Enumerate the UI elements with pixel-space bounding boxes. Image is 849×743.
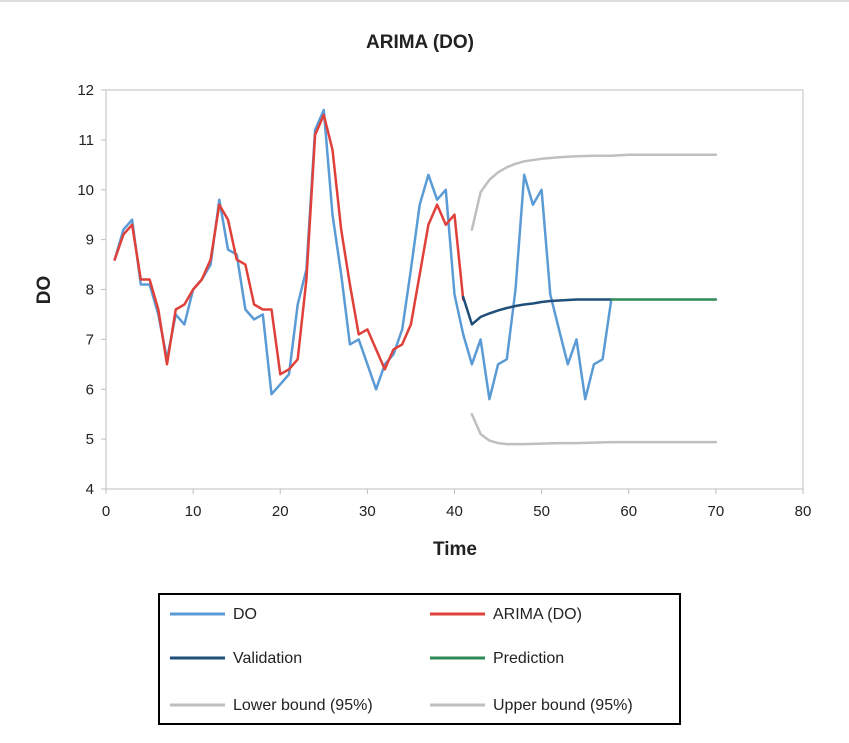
y-tick-label: 8 — [86, 282, 94, 299]
y-tick-marks — [101, 89, 106, 490]
y-tick-label: 7 — [86, 331, 94, 348]
legend-label-arima-do: ARIMA (DO) — [493, 606, 582, 623]
y-tick-label: 5 — [86, 431, 94, 448]
x-tick-label: 70 — [708, 503, 725, 520]
x-tick-label: 10 — [185, 503, 202, 520]
x-tick-label: 40 — [446, 503, 463, 520]
series-layer — [113, 108, 718, 446]
legend-label-lower-bound-95: Lower bound (95%) — [233, 697, 373, 714]
series-line-lower-bound-95 — [470, 412, 718, 446]
legend-label-validation: Validation — [233, 650, 302, 667]
legend-label-do: DO — [233, 606, 257, 623]
x-tick-label: 50 — [533, 503, 550, 520]
y-tick-label: 4 — [86, 481, 94, 498]
series-line-arima-do — [113, 113, 465, 376]
legend-box — [158, 593, 681, 725]
series-line-upper-bound-95 — [470, 153, 718, 231]
plot-area-frame — [105, 89, 804, 490]
y-axis-label: DO — [34, 276, 55, 305]
x-axis-label: Time — [433, 539, 477, 560]
y-tick-label: 6 — [86, 381, 94, 398]
legend-label-upper-bound-95: Upper bound (95%) — [493, 697, 633, 714]
y-tick-label: 9 — [86, 232, 94, 249]
series-line-do — [113, 108, 613, 401]
y-tick-label: 12 — [77, 82, 94, 99]
legend-items: DO ARIMA (DO) Validation Prediction Lower bo… — [170, 606, 633, 714]
chart-title: ARIMA (DO) — [366, 32, 474, 53]
tick-labels: 4 5 6 7 8 9 10 11 12 0 10 20 30 40 50 60 70 80 — [77, 82, 811, 520]
legend-label-prediction: Prediction — [493, 650, 564, 667]
x-tick-label: 80 — [795, 503, 812, 520]
series-line-validation — [461, 295, 613, 326]
x-tick-label: 30 — [359, 503, 376, 520]
legend: DO ARIMA (DO) Validation Prediction Lower bo… — [158, 593, 681, 725]
x-tick-marks — [105, 489, 804, 494]
y-tick-label: 10 — [77, 182, 94, 199]
x-tick-label: 60 — [620, 503, 637, 520]
x-tick-label: 20 — [272, 503, 289, 520]
y-tick-label: 11 — [78, 132, 94, 149]
x-tick-label: 0 — [102, 503, 110, 520]
